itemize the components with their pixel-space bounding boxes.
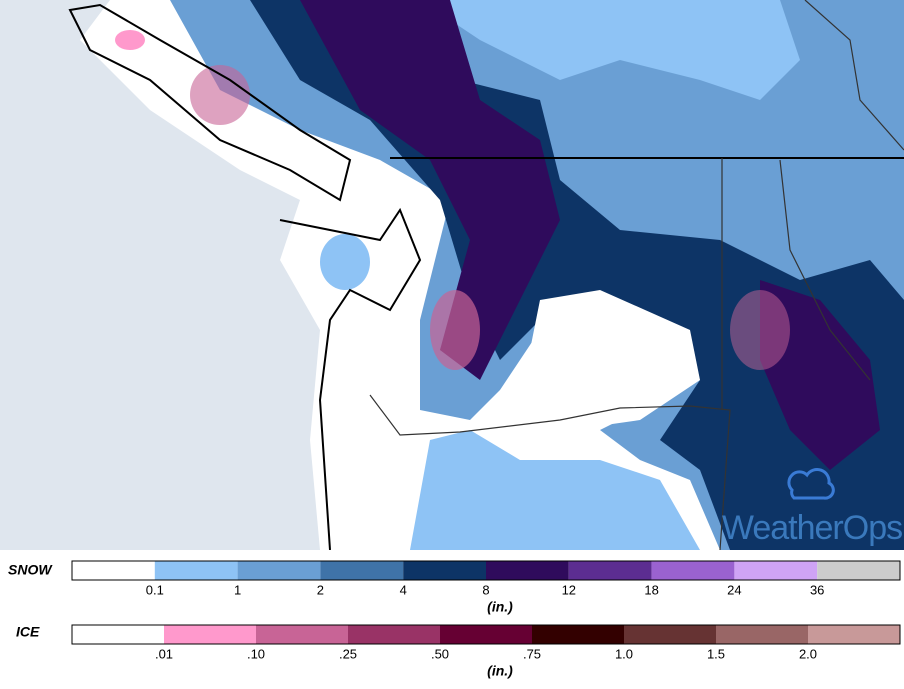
- ice-area: [730, 290, 790, 370]
- legend-unit: (in.): [487, 663, 513, 679]
- border: [804, 0, 904, 151]
- snow-area: [320, 234, 370, 290]
- legend-frame: [71, 624, 901, 645]
- ocean: [0, 0, 320, 550]
- legend-tick-label: 1.0: [615, 646, 633, 661]
- legend-tick-label: 1.5: [707, 646, 725, 661]
- legend-swatch: [734, 561, 818, 580]
- ice-area: [115, 30, 145, 50]
- legend-tick-label: 24: [727, 582, 741, 597]
- legend-tick-label: .10: [247, 646, 265, 661]
- legend-swatch: [237, 561, 321, 580]
- legend-tick-label: .25: [339, 646, 357, 661]
- coastline: [279, 207, 422, 551]
- legend-tick-label: 12: [562, 582, 576, 597]
- legend-swatch: [808, 625, 900, 644]
- ice-area: [190, 65, 250, 125]
- border: [369, 394, 731, 551]
- logo-icon: [787, 468, 835, 500]
- border: [721, 158, 871, 410]
- legend-swatch: [403, 561, 486, 580]
- legend-title: SNOW: [8, 562, 53, 578]
- snow-area: [760, 280, 880, 470]
- legend-swatch: [624, 625, 716, 644]
- legend-tick-label: 2: [317, 582, 324, 597]
- legend-swatch: [568, 561, 652, 580]
- legend-swatch: [164, 625, 256, 644]
- legend-tick-label: 2.0: [799, 646, 817, 661]
- coastline: [68, 3, 352, 202]
- legend-swatch: [348, 625, 440, 644]
- legend-tick-label: .01: [155, 646, 173, 661]
- legend-swatch: [320, 561, 404, 580]
- legend-swatch: [440, 625, 532, 644]
- legend-tick-label: 18: [644, 582, 658, 597]
- legend-swatch: [817, 561, 900, 580]
- legend: 0.1 1 2 4 8 12 18 24 36(in.).01.10.25.50.75 1.0 1.…: [71, 560, 901, 679]
- legend-tick-label: 36: [810, 582, 824, 597]
- ice-area: [430, 290, 480, 370]
- legend-swatch: [154, 561, 238, 580]
- legend-frame: [71, 560, 901, 581]
- legend-swatch: [72, 625, 164, 644]
- legend-unit: (in.): [487, 599, 513, 615]
- legend-swatch: [651, 561, 735, 580]
- snow-area: [300, 0, 560, 380]
- legend-tick-label: 1: [234, 582, 241, 597]
- legend-tick-label: .75: [523, 646, 541, 661]
- dry-area: [520, 290, 700, 430]
- legend-swatch: [256, 625, 348, 644]
- legend-tick-label: 4: [400, 582, 407, 597]
- snow-area: [420, 0, 800, 100]
- logo: WeatherOps: [722, 509, 902, 547]
- legend-tick-label: 8: [482, 582, 489, 597]
- legend-tick-label: 0.1: [146, 582, 164, 597]
- snow-area: [410, 430, 700, 550]
- legend-swatch: [716, 625, 808, 644]
- legend-swatch: [532, 625, 624, 644]
- legend-swatch: [486, 561, 569, 580]
- legend-swatch: [72, 561, 155, 580]
- legend-title: ICE: [16, 624, 40, 640]
- legend-tick-label: .50: [431, 646, 449, 661]
